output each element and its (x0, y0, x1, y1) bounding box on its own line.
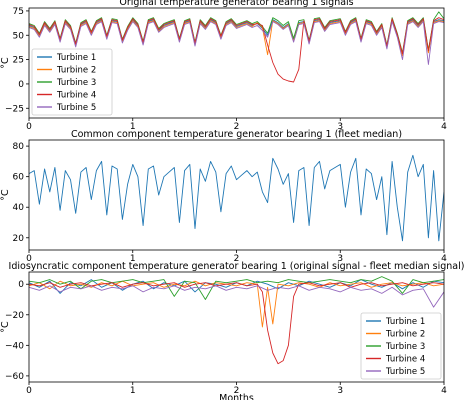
y-axis-label: °C (0, 189, 11, 201)
legend-label: Turbine 1 (56, 53, 96, 63)
legend-label: Turbine 2 (56, 66, 96, 76)
x-tick-label: 2 (234, 386, 240, 396)
y-tick-label: −25 (5, 104, 24, 114)
x-tick-label: 3 (337, 122, 343, 132)
series-line-turbine-5 (29, 285, 444, 308)
x-tick-label: 2 (234, 254, 240, 264)
x-tick-label: 0 (26, 386, 32, 396)
y-axis-label: °C (0, 57, 11, 69)
axes-frame (28, 139, 445, 251)
series-line-median (29, 154, 444, 242)
y-tick-label: 60 (13, 173, 25, 183)
series-line-turbine-2 (29, 280, 444, 328)
x-tick-label: 3 (337, 254, 343, 264)
x-tick-label: 4 (441, 122, 447, 132)
y-tick-label: 75 (13, 7, 24, 17)
x-tick-label: 4 (441, 386, 447, 396)
panel-title: Idiosyncratic component temperature gene… (9, 261, 465, 272)
legend-box (360, 312, 442, 380)
series-line-turbine-4 (29, 17, 444, 83)
legend-box (31, 48, 113, 116)
x-axis-label: Months (219, 393, 254, 400)
x-tick-label: 1 (130, 122, 136, 132)
legend-label: Turbine 5 (56, 103, 96, 113)
legend-label: Turbine 3 (56, 78, 96, 88)
y-tick-label: 40 (13, 203, 25, 213)
y-tick-label: 50 (13, 31, 25, 41)
y-tick-label: −20 (5, 311, 24, 321)
y-tick-label: 0 (18, 80, 24, 90)
y-axis-label: °C (0, 321, 11, 333)
panel-common-component: 0 1 2 3 4 20 40 60 80 Common component temperatur… (0, 129, 447, 264)
series-line-turbine-1 (29, 19, 444, 56)
legend: Turbine 1 Turbine 2 Turbine 3 Turbine 4 Turb… (360, 312, 442, 380)
x-tick-label: 0 (26, 122, 32, 132)
x-tick-label: 3 (337, 386, 343, 396)
y-tick-label: 25 (13, 56, 24, 66)
panel-title: Common component temperature generator b… (71, 129, 402, 140)
panel-title: Original temperature generator bearing 1… (119, 0, 353, 8)
y-tick-label: 20 (13, 234, 25, 244)
y-tick-label: 0 (18, 280, 24, 290)
y-tick-label: −40 (5, 341, 24, 351)
legend-label: Turbine 5 (385, 367, 425, 377)
y-tick-label: −60 (5, 372, 24, 382)
series-line-turbine-4 (29, 282, 444, 365)
series-line-turbine-2 (29, 20, 444, 57)
legend-label: Turbine 4 (56, 91, 96, 101)
panel-idiosyncratic-component: 0 1 2 3 4 −60 −40 −20 0 Idiosyncratic component t… (0, 261, 464, 400)
y-tick-label: 80 (13, 142, 25, 152)
x-tick-label: 1 (130, 254, 136, 264)
legend-label: Turbine 1 (385, 317, 425, 327)
series-line-turbine-3 (29, 276, 444, 300)
x-tick-label: 1 (130, 386, 136, 396)
x-tick-label: 2 (234, 122, 240, 132)
x-tick-label: 4 (441, 254, 447, 264)
legend-label: Turbine 3 (385, 342, 425, 352)
x-tick-label: 0 (26, 254, 32, 264)
legend-label: Turbine 4 (385, 355, 425, 365)
legend: Turbine 1 Turbine 2 Turbine 3 Turbine 4 Turb… (31, 48, 113, 116)
series-line-turbine-5 (29, 21, 444, 65)
legend-label: Turbine 2 (385, 330, 425, 340)
